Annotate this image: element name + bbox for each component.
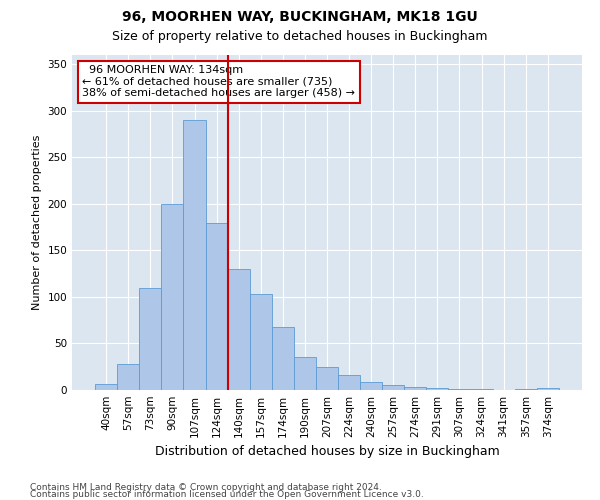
Bar bbox=[250, 294, 272, 390]
Bar bbox=[316, 366, 338, 390]
Bar bbox=[227, 269, 250, 390]
Text: Contains HM Land Registry data © Crown copyright and database right 2024.: Contains HM Land Registry data © Crown c… bbox=[30, 484, 382, 492]
Bar bbox=[161, 204, 184, 390]
Bar bbox=[294, 356, 316, 390]
Bar bbox=[404, 387, 427, 390]
X-axis label: Distribution of detached houses by size in Buckingham: Distribution of detached houses by size … bbox=[155, 446, 499, 458]
Bar bbox=[139, 288, 161, 390]
Bar bbox=[206, 222, 227, 390]
Bar bbox=[470, 389, 493, 390]
Bar bbox=[95, 384, 117, 390]
Bar bbox=[427, 388, 448, 390]
Text: Contains public sector information licensed under the Open Government Licence v3: Contains public sector information licen… bbox=[30, 490, 424, 499]
Bar bbox=[338, 375, 360, 390]
Text: Size of property relative to detached houses in Buckingham: Size of property relative to detached ho… bbox=[112, 30, 488, 43]
Bar bbox=[360, 382, 382, 390]
Bar bbox=[537, 388, 559, 390]
Bar bbox=[515, 389, 537, 390]
Bar bbox=[117, 364, 139, 390]
Bar bbox=[184, 120, 206, 390]
Bar bbox=[448, 389, 470, 390]
Bar bbox=[382, 386, 404, 390]
Bar bbox=[272, 326, 294, 390]
Text: 96, MOORHEN WAY, BUCKINGHAM, MK18 1GU: 96, MOORHEN WAY, BUCKINGHAM, MK18 1GU bbox=[122, 10, 478, 24]
Y-axis label: Number of detached properties: Number of detached properties bbox=[32, 135, 42, 310]
Text: 96 MOORHEN WAY: 134sqm
← 61% of detached houses are smaller (735)
38% of semi-de: 96 MOORHEN WAY: 134sqm ← 61% of detached… bbox=[82, 65, 355, 98]
